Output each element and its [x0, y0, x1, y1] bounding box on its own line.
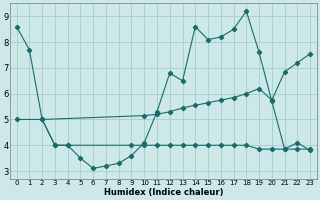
X-axis label: Humidex (Indice chaleur): Humidex (Indice chaleur)	[104, 188, 223, 197]
